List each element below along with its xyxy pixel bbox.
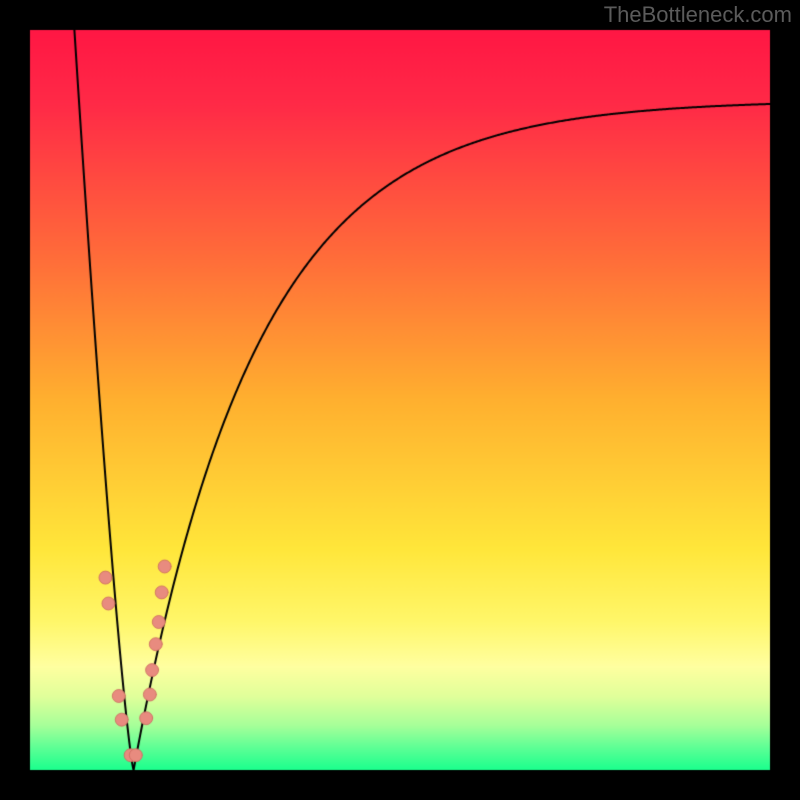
chart-container: TheBottleneck.com <box>0 0 800 800</box>
bottleneck-chart-canvas <box>0 0 800 800</box>
attribution-label: TheBottleneck.com <box>604 2 792 28</box>
